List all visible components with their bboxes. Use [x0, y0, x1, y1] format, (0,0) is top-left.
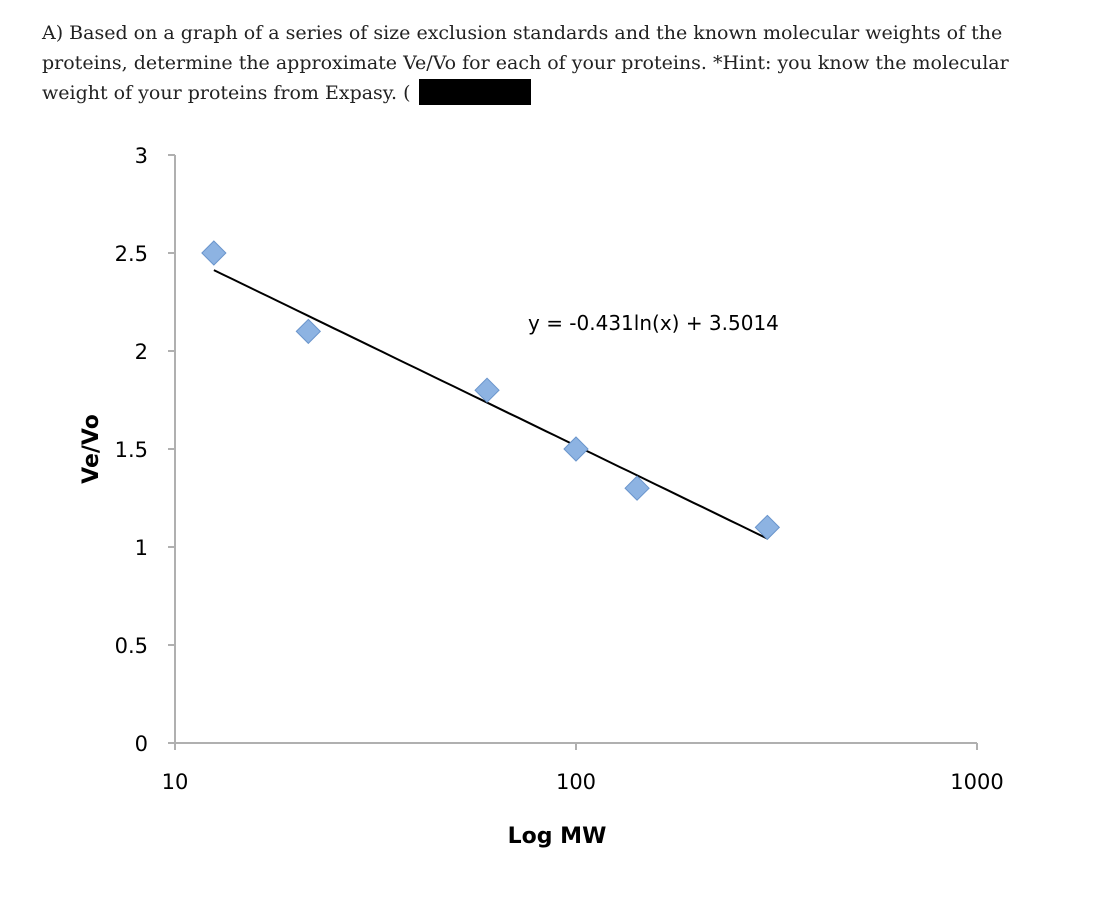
y-tick-label: 3 — [135, 144, 148, 168]
data-point — [754, 514, 781, 541]
trendline-group — [213, 269, 768, 540]
data-points — [201, 240, 781, 541]
x-tick-label: 1000 — [950, 770, 1003, 794]
y-tick-label: 1 — [135, 536, 148, 560]
redaction-box — [418, 79, 531, 105]
trendline — [213, 269, 768, 540]
x-tick-label: 10 — [162, 770, 189, 794]
x-axis-title: Log MW — [508, 824, 607, 849]
data-point — [563, 436, 589, 462]
data-point — [474, 377, 500, 403]
data-point — [295, 318, 322, 345]
y-tick-label: 2.5 — [115, 242, 148, 266]
data-point — [201, 240, 227, 266]
y-tick-label: 0.5 — [115, 634, 148, 658]
question-body: A) Based on a graph of a series of size … — [42, 22, 1009, 104]
question-text: A) Based on a graph of a series of size … — [42, 18, 1072, 108]
y-axis-title: Ve/Vo — [79, 414, 104, 484]
data-point — [624, 475, 650, 501]
y-tick-label: 2 — [135, 340, 148, 364]
chart-axes — [168, 154, 978, 750]
x-tick-label: 100 — [556, 770, 596, 794]
trendline-equation: y = -0.431ln(x) + 3.5014 — [528, 311, 779, 335]
chart-labels: 0 0.5 1 1.5 2 2.5 3 10 100 1000 Log MW Ve/Vo y = -0.… — [79, 144, 1004, 849]
y-tick-label: 0 — [135, 732, 148, 756]
y-tick-label: 1.5 — [115, 438, 148, 462]
